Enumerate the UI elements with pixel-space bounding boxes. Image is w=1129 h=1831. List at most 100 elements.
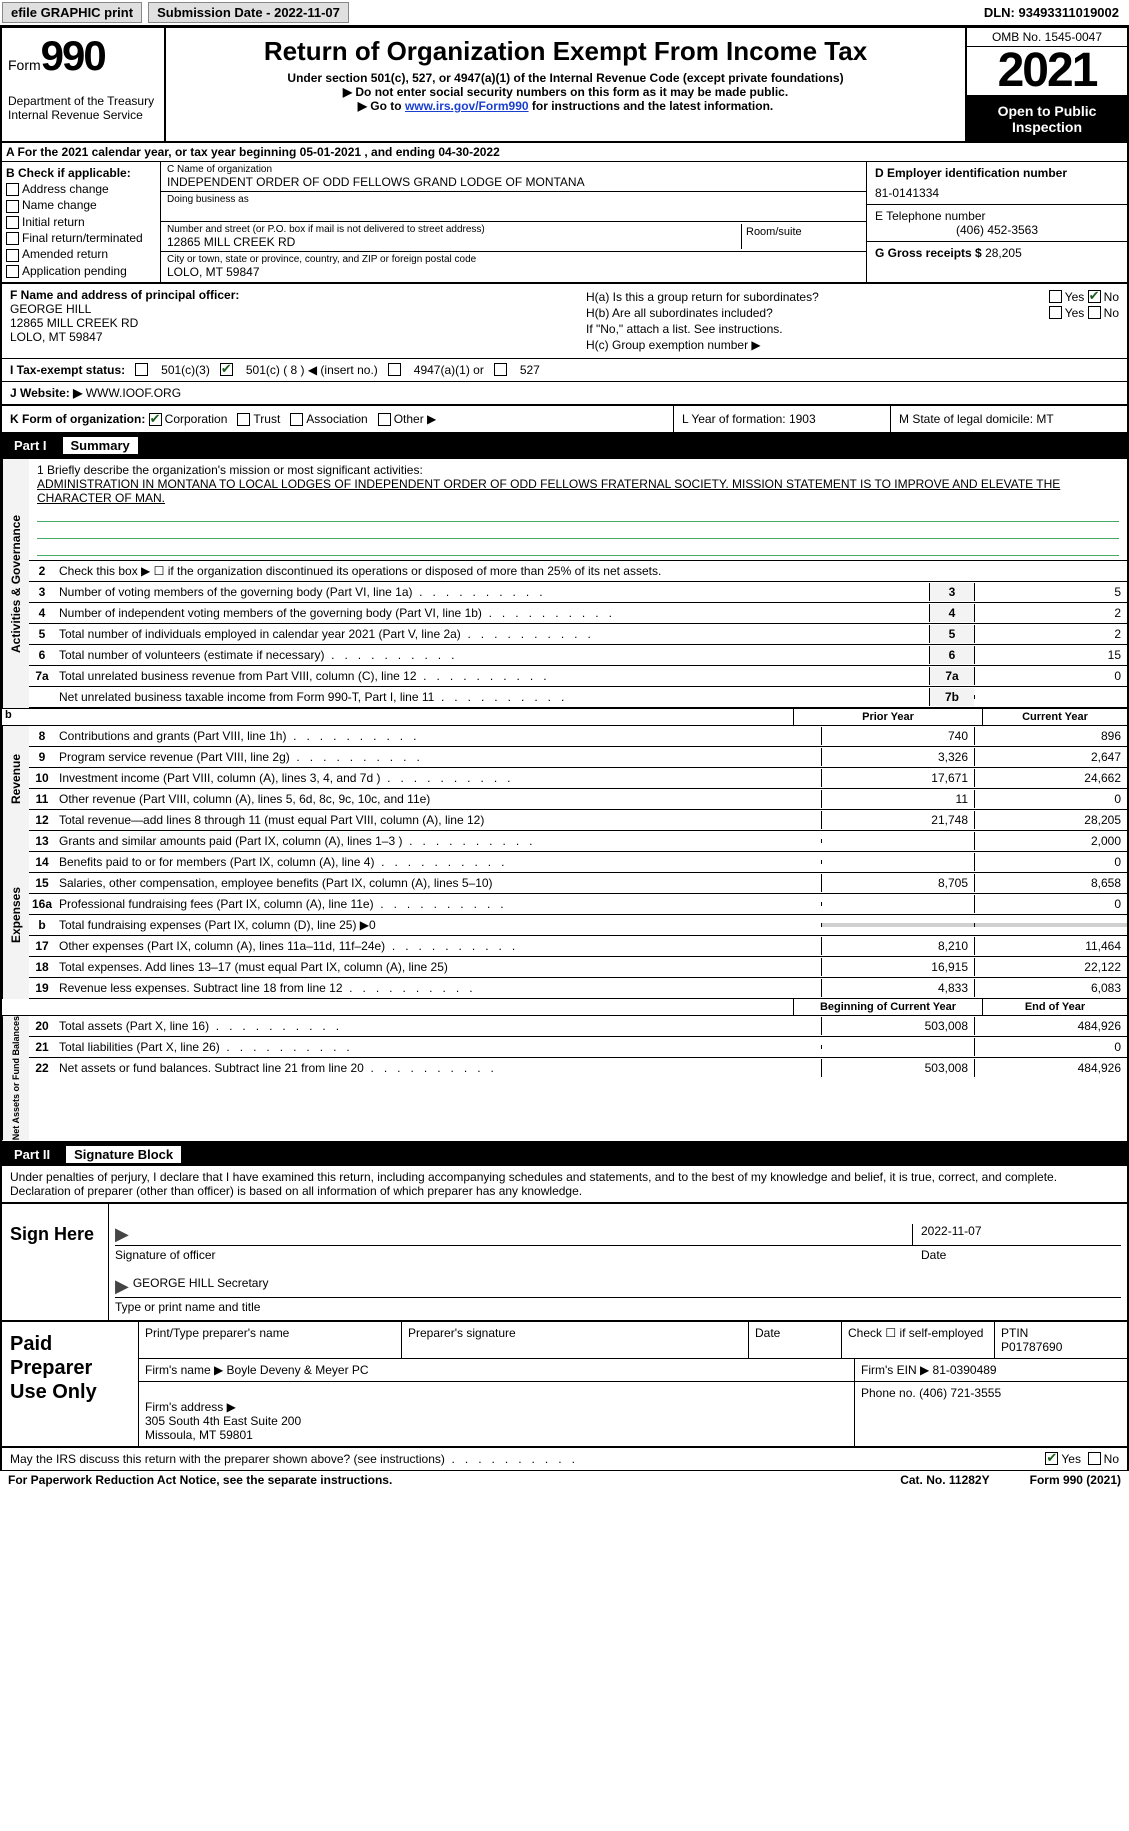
cb-4947[interactable] [388, 363, 401, 376]
part1-title: Summary [63, 437, 138, 454]
vtab-revenue: Revenue [2, 726, 29, 831]
row7a-val: 0 [974, 667, 1127, 685]
row17-prior: 8,210 [821, 937, 974, 955]
q1-lbl: 1 Briefly describe the organization's mi… [37, 463, 1119, 477]
header-right: OMB No. 1545-0047 2021 Open to Public In… [965, 28, 1127, 141]
part1-num: Part I [8, 438, 53, 453]
firm-name-val: Boyle Deveny & Meyer PC [227, 1363, 369, 1377]
lbl-527: 527 [520, 363, 540, 377]
header-middle: Return of Organization Exempt From Incom… [166, 28, 965, 141]
boy-hdr: Beginning of Current Year [793, 999, 982, 1015]
eoy-hdr: End of Year [982, 999, 1127, 1015]
form-header: Form990 Department of the Treasury Inter… [0, 26, 1129, 143]
city-lbl: City or town, state or province, country… [167, 254, 860, 265]
hb-lbl: H(b) Are all subordinates included? [586, 306, 1049, 320]
col-c: C Name of organization INDEPENDENT ORDER… [161, 162, 866, 282]
footer-left: For Paperwork Reduction Act Notice, see … [8, 1473, 900, 1487]
current-year-hdr: Current Year [982, 709, 1127, 725]
f-name: GEORGE HILL [10, 302, 570, 316]
row9-prior: 3,326 [821, 748, 974, 766]
lbl-amended-return: Amended return [22, 247, 108, 261]
gross-val: 28,205 [985, 246, 1022, 260]
hc-lbl: H(c) Group exemption number ▶ [586, 338, 761, 352]
may-irs-no-lbl: No [1104, 1452, 1119, 1466]
ha-no[interactable] [1088, 290, 1101, 303]
paid-prep-label: Paid Preparer Use Only [2, 1322, 139, 1446]
f-addr2: LOLO, MT 59847 [10, 330, 570, 344]
vtab-netassets: Net Assets or Fund Balances [2, 1016, 29, 1140]
ein-lbl: D Employer identification number [875, 166, 1119, 180]
row4-desc: Number of independent voting members of … [55, 604, 929, 622]
ha-yes[interactable] [1049, 290, 1062, 303]
row21-curr: 0 [974, 1038, 1127, 1056]
form990-link[interactable]: www.irs.gov/Form990 [405, 99, 529, 113]
addr-lbl: Number and street (or P.O. box if mail i… [167, 224, 741, 235]
sub3-pre: ▶ Go to [358, 99, 405, 113]
row5-desc: Total number of individuals employed in … [55, 625, 929, 643]
row9-curr: 2,647 [974, 748, 1127, 766]
hb-no[interactable] [1088, 306, 1101, 319]
row10-desc: Investment income (Part VIII, column (A)… [55, 769, 821, 787]
arrow-icon: ▶ [115, 1224, 129, 1245]
org-name: INDEPENDENT ORDER OF ODD FELLOWS GRAND L… [167, 175, 860, 189]
row16a-desc: Professional fundraising fees (Part IX, … [55, 895, 821, 913]
hb-no-lbl: No [1104, 306, 1119, 320]
dba-lbl: Doing business as [167, 194, 860, 205]
ptin-lbl: PTIN [1001, 1326, 1121, 1340]
row8-prior: 740 [821, 727, 974, 745]
cb-501c3[interactable] [135, 363, 148, 376]
may-irs-row: May the IRS discuss this return with the… [0, 1448, 1129, 1471]
footer-right: Form 990 (2021) [1030, 1473, 1121, 1487]
efile-btn[interactable]: efile GRAPHIC print [2, 2, 142, 23]
firm-addr-val: 305 South 4th East Suite 200 Missoula, M… [145, 1414, 301, 1442]
cb-name-change[interactable] [6, 200, 19, 213]
cb-amended-return[interactable] [6, 249, 19, 262]
row22-desc: Net assets or fund balances. Subtract li… [55, 1059, 821, 1077]
row13-desc: Grants and similar amounts paid (Part IX… [55, 832, 821, 850]
k-row: K Form of organization: Corporation Trus… [0, 406, 1129, 434]
prep-name-lbl: Print/Type preparer's name [139, 1322, 402, 1358]
check-se: Check ☐ if self-employed [842, 1322, 995, 1358]
cb-address-change[interactable] [6, 183, 19, 196]
f-addr1: 12865 MILL CREEK RD [10, 316, 570, 330]
cb-corp[interactable] [149, 413, 162, 426]
cb-initial-return[interactable] [6, 216, 19, 229]
lbl-app-pending: Application pending [22, 264, 127, 278]
header-sub3: ▶ Go to www.irs.gov/Form990 for instruct… [176, 99, 955, 113]
row16b-desc: Total fundraising expenses (Part IX, col… [55, 916, 821, 934]
hb-yes-lbl: Yes [1065, 306, 1085, 320]
hb-yes[interactable] [1049, 306, 1062, 319]
cb-final-return[interactable] [6, 232, 19, 245]
cb-assoc[interactable] [290, 413, 303, 426]
section-bcd: B Check if applicable: Address change Na… [0, 162, 1129, 284]
paid-preparer-block: Paid Preparer Use Only Print/Type prepar… [0, 1322, 1129, 1448]
lbl-501c3: 501(c)(3) [161, 363, 210, 377]
may-irs-no[interactable] [1088, 1452, 1101, 1465]
q1-text: ADMINISTRATION IN MONTANA TO LOCAL LODGE… [37, 477, 1119, 505]
firm-phone-val: (406) 721-3555 [919, 1386, 1001, 1400]
row16a-curr: 0 [974, 895, 1127, 913]
colb-head: B Check if applicable: [6, 166, 156, 180]
officer-name-title: GEORGE HILL Secretary [133, 1276, 1121, 1297]
row8-curr: 896 [974, 727, 1127, 745]
open-to-public: Open to Public Inspection [967, 97, 1127, 141]
col-b: B Check if applicable: Address change Na… [2, 162, 161, 282]
row7b-val [974, 695, 1127, 699]
may-irs-yes[interactable] [1045, 1452, 1058, 1465]
date-lbl: Date [921, 1248, 1121, 1262]
q2-text: Check this box ▶ ☐ if the organization d… [55, 562, 1127, 580]
row13-curr: 2,000 [974, 832, 1127, 850]
row6-desc: Total number of volunteers (estimate if … [55, 646, 929, 664]
cb-trust[interactable] [237, 413, 250, 426]
cb-other[interactable] [378, 413, 391, 426]
cb-app-pending[interactable] [6, 265, 19, 278]
page-footer: For Paperwork Reduction Act Notice, see … [0, 1471, 1129, 1489]
header-sub2: ▶ Do not enter social security numbers o… [176, 85, 955, 99]
row14-curr: 0 [974, 853, 1127, 871]
may-irs-text: May the IRS discuss this return with the… [10, 1452, 1045, 1466]
dept-treasury: Department of the Treasury Internal Reve… [8, 94, 158, 122]
cb-527[interactable] [494, 363, 507, 376]
q1-block: 1 Briefly describe the organization's mi… [29, 459, 1127, 560]
cb-501c[interactable] [220, 363, 233, 376]
row12-curr: 28,205 [974, 811, 1127, 829]
